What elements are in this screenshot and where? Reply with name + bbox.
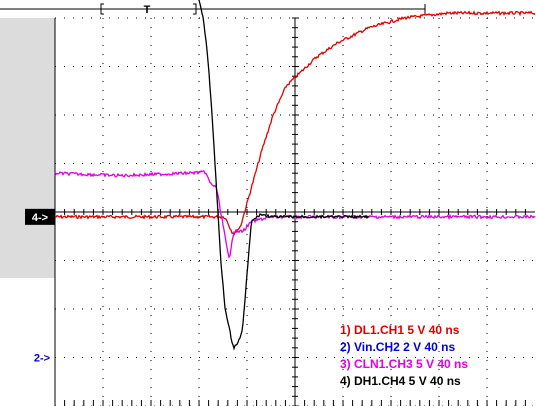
timebase-left-bracket — [100, 3, 104, 15]
channel-markers: 4-> 2-> — [25, 208, 55, 365]
horizontal-timebase-bar: T — [0, 3, 426, 16]
grid — [54, 17, 535, 406]
trace-ch1 — [54, 10, 536, 237]
channel-marker-label: 4-> — [32, 212, 48, 224]
legend-entry: 2) Vin.CH2 2 V 40 ns — [340, 340, 455, 354]
trigger-label: T — [144, 4, 151, 16]
left-gray-panel — [0, 18, 55, 278]
trace-ch3 — [54, 170, 536, 259]
legend-entry: 1) DL1.CH1 5 V 40 ns — [340, 323, 460, 337]
channel-marker-label: 2-> — [34, 353, 50, 365]
timebase-right-bracket — [193, 3, 197, 15]
trace-ch4 — [198, 0, 369, 351]
waveform-traces — [54, 0, 536, 351]
legend-entry: 4) DH1.CH4 5 V 40 ns — [340, 374, 461, 388]
legend-entry: 3) CLN1.CH3 5 V 40 ns — [340, 357, 468, 371]
legend: 1) DL1.CH1 5 V 40 ns 2) Vin.CH2 2 V 40 ns… — [340, 323, 468, 388]
channel-marker-bg — [25, 208, 55, 225]
